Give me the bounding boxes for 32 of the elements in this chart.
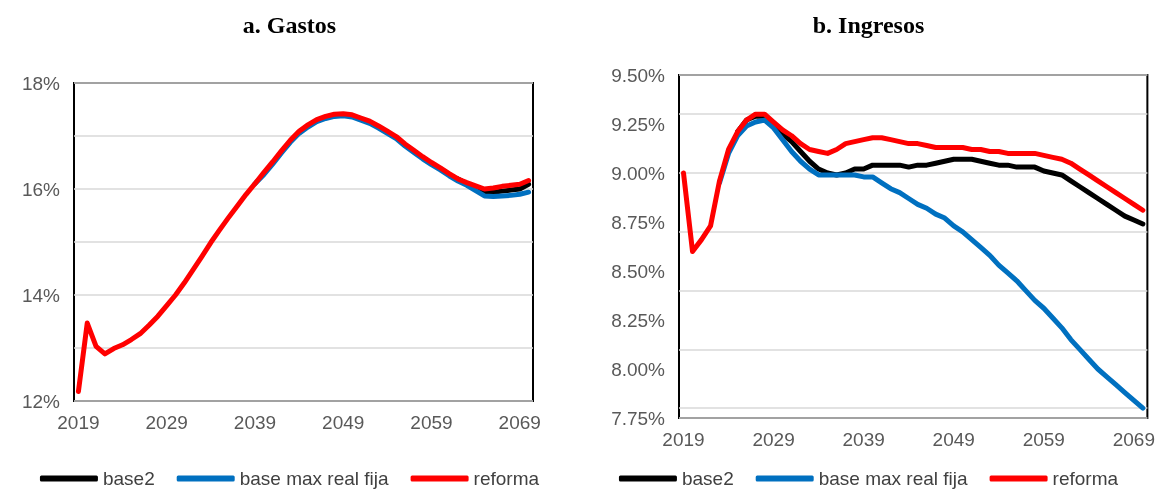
y-tick-label: 8.50% — [611, 260, 666, 282]
y-tick-label: 14% — [21, 284, 61, 306]
x-tick-label: 2049 — [322, 412, 365, 433]
chart-title: a. Gastos — [242, 12, 337, 38]
x-tick-label: 2019 — [662, 429, 705, 450]
legend-label: base max real fija — [239, 468, 390, 489]
y-tick-label: 16% — [21, 178, 61, 200]
x-tick-label: 2059 — [1022, 429, 1065, 450]
y-tick-label: 12% — [21, 390, 61, 412]
y-tick-label: 18% — [21, 72, 61, 94]
x-tick-label: 2039 — [842, 429, 885, 450]
legend-label: reforma — [1052, 468, 1119, 489]
x-tick-label: 2029 — [145, 412, 188, 433]
y-tick-label: 8.75% — [611, 211, 666, 233]
x-tick-label: 2059 — [410, 412, 453, 433]
legend-label: base max real fija — [818, 468, 969, 489]
y-tick-label: 9.00% — [611, 162, 666, 184]
y-tick-label: 9.25% — [611, 113, 666, 135]
chart-title: b. Ingresos — [812, 12, 925, 38]
y-tick-label: 8.25% — [611, 309, 666, 331]
x-tick-label: 2039 — [233, 412, 277, 433]
y-tick-label: 9.50% — [611, 64, 666, 86]
x-tick-label: 2019 — [57, 412, 100, 433]
x-tick-label: 2069 — [1112, 429, 1156, 450]
legend-label: base2 — [681, 468, 734, 489]
legend-label: reforma — [473, 468, 540, 489]
y-tick-label: 8.00% — [611, 358, 666, 380]
x-tick-label: 2069 — [498, 412, 541, 433]
x-tick-label: 2049 — [932, 429, 975, 450]
legend-label: base2 — [102, 468, 155, 489]
x-tick-label: 2029 — [752, 429, 795, 450]
y-tick-label: 7.75% — [611, 407, 666, 429]
